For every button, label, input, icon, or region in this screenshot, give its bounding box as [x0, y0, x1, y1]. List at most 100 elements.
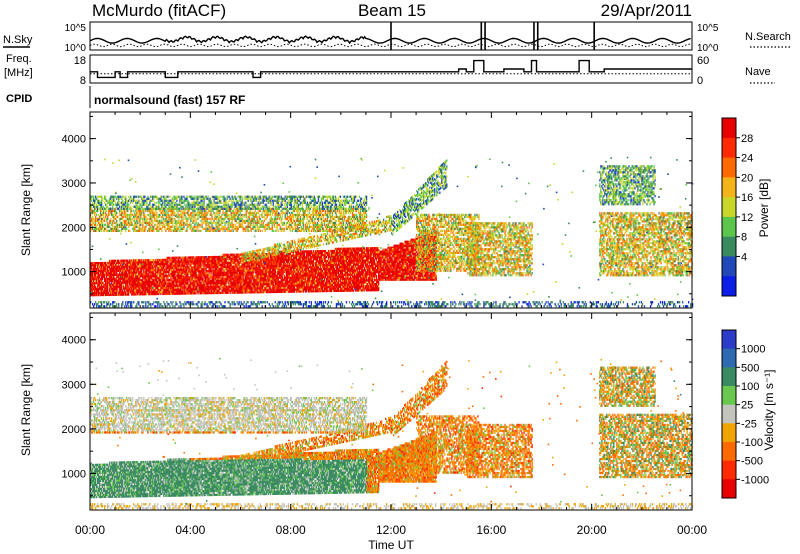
power-cell	[126, 285, 128, 288]
power-cell	[188, 276, 190, 279]
power-cell	[171, 256, 173, 259]
power-cell	[121, 269, 123, 272]
power-cell	[97, 264, 99, 267]
power-cell	[179, 276, 181, 279]
power-cell	[224, 269, 226, 272]
power-cell	[130, 275, 132, 278]
power-cell	[159, 262, 161, 266]
power-cell	[116, 271, 118, 274]
power-cell	[167, 266, 169, 269]
power-cell	[173, 270, 175, 273]
power-cell	[200, 292, 202, 295]
power-cell	[363, 267, 366, 270]
power-cell	[176, 266, 178, 269]
power-cell	[145, 293, 147, 296]
power-cell	[351, 287, 354, 290]
power-cell	[147, 269, 149, 272]
power-cell	[113, 285, 115, 288]
power-cell	[347, 275, 350, 278]
power-cell	[147, 279, 149, 282]
power-cell	[166, 274, 168, 277]
power-cell	[181, 262, 183, 265]
power-cell	[142, 261, 144, 264]
power-cell	[136, 271, 138, 274]
power-cell	[172, 260, 174, 263]
power-cell	[199, 272, 201, 275]
power-cell	[146, 259, 148, 262]
power-cell	[160, 278, 162, 282]
freq-trace	[90, 59, 692, 79]
power-cell	[94, 276, 96, 279]
power-cell	[99, 281, 101, 285]
power-cell	[101, 279, 103, 283]
power-cell	[138, 289, 140, 292]
power-cell	[152, 259, 154, 262]
power-cell	[163, 292, 165, 295]
power-cell	[234, 267, 236, 270]
power-cell	[155, 259, 157, 262]
power-cell	[95, 266, 97, 269]
power-cell	[115, 281, 117, 284]
power-cell	[153, 278, 155, 282]
power-cell	[363, 251, 366, 254]
power-cell	[164, 262, 166, 266]
power-cell	[122, 275, 124, 278]
power-cell	[115, 265, 117, 268]
power-cell	[117, 261, 119, 264]
power-cell	[108, 283, 110, 286]
power-cell	[352, 289, 355, 292]
power-cell	[133, 273, 135, 276]
power-cell	[152, 290, 154, 294]
power-cell	[133, 287, 135, 290]
power-cell	[140, 293, 142, 296]
power-cell	[204, 262, 206, 265]
power-cell	[199, 278, 201, 281]
power-cell	[126, 287, 128, 290]
power-cell	[183, 282, 185, 285]
power-cell	[205, 292, 207, 295]
power-cell	[362, 263, 365, 266]
power-cell	[141, 275, 143, 278]
power-cell	[150, 291, 152, 294]
power-cell	[179, 282, 181, 285]
power-cell	[112, 293, 114, 296]
power-cell	[167, 284, 169, 287]
power-cell	[144, 273, 146, 276]
power-cell	[168, 292, 170, 295]
power-cell	[139, 275, 141, 278]
power-cell	[123, 285, 125, 288]
power-cell	[175, 290, 177, 293]
power-cell	[108, 261, 110, 265]
power-cell	[323, 279, 326, 283]
power-cell	[178, 288, 180, 291]
power-cell	[200, 284, 202, 287]
power-cell	[342, 275, 345, 278]
power-cell	[116, 287, 118, 290]
power-cell	[152, 283, 154, 286]
power-cell	[138, 287, 140, 290]
power-cell	[109, 261, 111, 265]
power-cell	[125, 269, 127, 272]
power-cell	[168, 290, 170, 293]
power-cell	[184, 278, 186, 281]
power-cell	[205, 258, 207, 261]
power-cell	[137, 283, 139, 286]
power-cell	[122, 271, 124, 274]
power-cell	[200, 274, 202, 277]
power-cell	[321, 260, 324, 263]
power-cell	[240, 261, 242, 264]
power-cell	[120, 267, 122, 270]
power-cell	[98, 289, 100, 293]
power-cell	[181, 284, 183, 287]
power-cell	[184, 282, 186, 285]
power-cell	[269, 284, 271, 288]
power-cell	[116, 267, 118, 270]
power-cell	[149, 267, 151, 270]
power-cell	[335, 279, 338, 282]
power-cell	[200, 268, 202, 271]
power-cell	[186, 274, 188, 277]
power-cell	[150, 269, 152, 272]
power-cell	[106, 265, 108, 269]
power-cell	[176, 278, 178, 281]
power-cell	[110, 291, 112, 294]
